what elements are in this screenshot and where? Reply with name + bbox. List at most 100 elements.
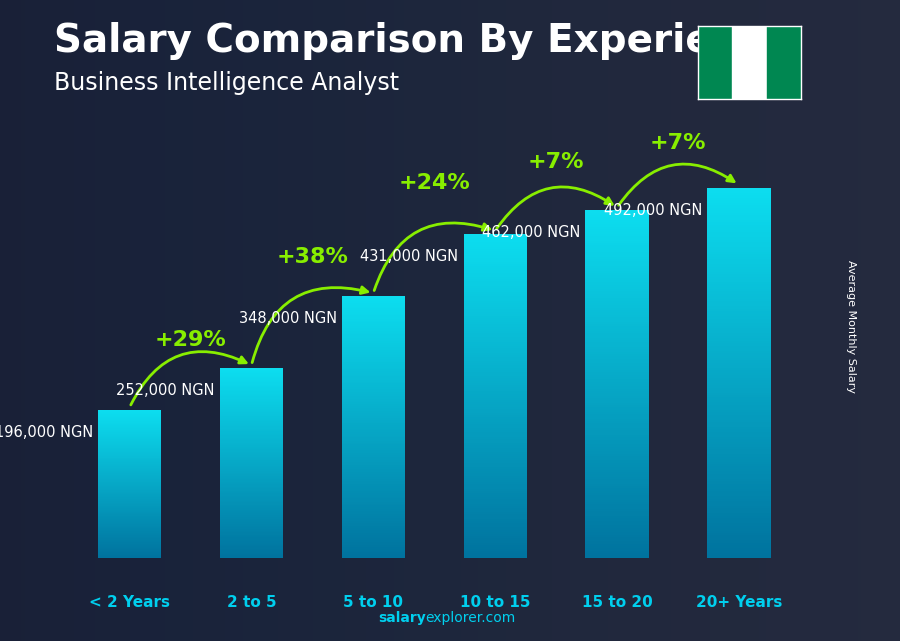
Bar [342, 486, 405, 488]
Bar [707, 343, 770, 345]
Bar [342, 305, 405, 306]
Bar [585, 342, 649, 345]
Bar [220, 534, 284, 535]
Bar [464, 389, 526, 392]
Bar [342, 549, 405, 551]
Bar [707, 420, 770, 422]
Bar [707, 506, 770, 508]
Bar [585, 513, 649, 516]
Bar [98, 533, 161, 534]
Bar [707, 333, 770, 336]
Bar [464, 545, 526, 547]
Bar [464, 534, 526, 536]
Bar [342, 528, 405, 529]
Bar [585, 444, 649, 447]
Bar [585, 233, 649, 236]
Bar [98, 508, 161, 510]
Bar [220, 383, 284, 385]
Bar [585, 229, 649, 231]
Bar [220, 549, 284, 550]
Bar [220, 415, 284, 416]
Bar [707, 467, 770, 469]
Bar [220, 416, 284, 417]
Bar [707, 540, 770, 543]
Bar [98, 458, 161, 460]
Bar [220, 507, 284, 508]
Bar [98, 476, 161, 477]
Bar [585, 490, 649, 493]
Bar [342, 497, 405, 499]
Bar [707, 196, 770, 198]
Bar [698, 26, 732, 99]
Bar [585, 310, 649, 312]
Bar [220, 372, 284, 373]
Bar [220, 490, 284, 491]
Bar [707, 289, 770, 292]
Bar [464, 476, 526, 478]
Bar [464, 368, 526, 370]
Bar [342, 298, 405, 299]
Bar [585, 365, 649, 368]
Bar [342, 500, 405, 502]
Bar [220, 448, 284, 449]
Bar [342, 535, 405, 537]
Bar [220, 439, 284, 440]
Bar [342, 373, 405, 374]
Bar [707, 198, 770, 200]
Bar [464, 313, 526, 316]
Bar [98, 549, 161, 550]
Bar [98, 427, 161, 428]
Bar [220, 438, 284, 439]
Bar [220, 381, 284, 382]
Bar [585, 394, 649, 395]
Bar [707, 235, 770, 237]
Bar [585, 535, 649, 537]
Bar [342, 547, 405, 549]
Bar [707, 360, 770, 363]
Bar [98, 524, 161, 525]
Bar [220, 513, 284, 515]
Bar [585, 451, 649, 454]
Bar [707, 476, 770, 479]
Bar [464, 528, 526, 529]
Bar [585, 472, 649, 474]
Bar [585, 532, 649, 535]
Bar [707, 395, 770, 397]
Bar [342, 490, 405, 492]
Bar [464, 484, 526, 487]
Bar [585, 544, 649, 546]
Bar [464, 348, 526, 351]
Bar [220, 373, 284, 374]
Bar [342, 378, 405, 380]
Bar [220, 521, 284, 522]
Bar [707, 520, 770, 523]
Bar [585, 449, 649, 451]
Bar [585, 414, 649, 417]
Bar [220, 401, 284, 403]
Bar [707, 543, 770, 545]
Bar [220, 511, 284, 512]
Bar [98, 530, 161, 531]
Bar [342, 478, 405, 479]
Bar [464, 365, 526, 368]
Bar [707, 531, 770, 533]
Bar [342, 533, 405, 535]
Bar [98, 515, 161, 517]
Bar [585, 243, 649, 246]
Bar [585, 465, 649, 467]
Bar [98, 432, 161, 433]
Bar [342, 460, 405, 462]
Bar [98, 456, 161, 458]
Bar [585, 269, 649, 271]
Bar [464, 406, 526, 409]
Bar [98, 497, 161, 498]
Bar [220, 468, 284, 469]
Bar [585, 246, 649, 247]
Bar [585, 519, 649, 520]
Bar [98, 419, 161, 420]
Bar [98, 521, 161, 522]
Bar [585, 227, 649, 229]
Bar [342, 369, 405, 371]
Bar [98, 534, 161, 535]
Bar [220, 463, 284, 464]
